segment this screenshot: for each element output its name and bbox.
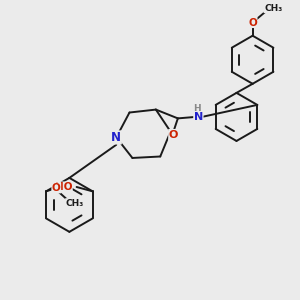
Text: CH₃: CH₃ [264, 4, 282, 13]
Text: H: H [193, 104, 201, 113]
Text: HO: HO [55, 182, 72, 192]
Text: N: N [111, 131, 121, 144]
Text: O: O [169, 130, 178, 140]
Text: O: O [52, 183, 61, 193]
Text: CH₃: CH₃ [66, 199, 84, 208]
Text: O: O [248, 17, 257, 28]
Text: N: N [194, 112, 203, 122]
